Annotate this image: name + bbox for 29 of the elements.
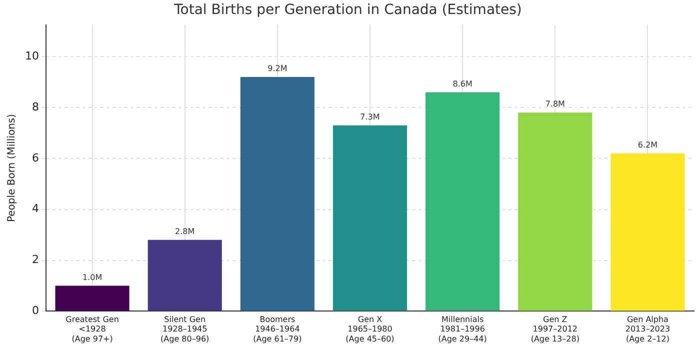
x-tick-label: Silent Gen 1928–1945 (Age 80–96): [160, 315, 210, 344]
x-tick-label: Boomers 1946–1964 (Age 61–79): [253, 315, 302, 344]
x-tick-label: Greatest Gen <1928 (Age 97+): [66, 315, 119, 344]
x-tick-label: Millennials 1981–1996 (Age 29–44): [438, 315, 487, 344]
data-label: 2.8M: [175, 226, 195, 236]
y-tick-label: 4: [32, 202, 39, 216]
y-tick-label: 6: [32, 151, 39, 164]
x-tick-label: Gen Alpha 2013–2023 (Age 2–12): [625, 315, 670, 344]
bar: [148, 240, 222, 311]
y-tick-label: 10: [24, 49, 39, 62]
data-label: 7.8M: [545, 100, 566, 109]
data-label: 1.0M: [82, 272, 102, 282]
bar: [332, 125, 408, 311]
y-tick-label: 0: [32, 304, 39, 318]
data-label: 7.3M: [360, 112, 380, 122]
data-label: 8.6M: [452, 79, 472, 88]
chart-title: Total Births per Generation in Canada (Estimates): [173, 2, 522, 18]
x-tick-label: Gen Z 1997–2012 (Age 13–28): [530, 315, 580, 344]
y-tick-label: 8: [32, 100, 39, 114]
bar: [426, 92, 500, 311]
y-tick-label: 2: [32, 253, 39, 266]
x-tick-label: Gen X 1965–1980 (Age 45–60): [346, 315, 394, 344]
y-axis-title: People Born (Millions): [6, 114, 18, 222]
data-label: 9.2M: [268, 64, 288, 74]
bar: [240, 76, 314, 311]
data-label: 6.2M: [638, 140, 658, 150]
bar: [518, 112, 592, 311]
bar: [55, 286, 130, 311]
bar: [610, 153, 685, 311]
